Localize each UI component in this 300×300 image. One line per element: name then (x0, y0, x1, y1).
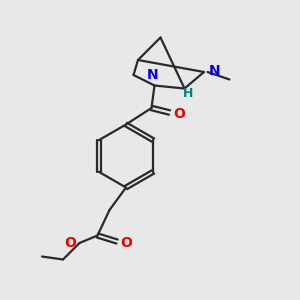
Text: O: O (173, 107, 185, 121)
Text: N: N (146, 68, 158, 82)
Text: O: O (64, 236, 76, 250)
Text: H: H (183, 87, 193, 101)
Text: O: O (120, 236, 132, 250)
Text: N: N (208, 64, 220, 77)
